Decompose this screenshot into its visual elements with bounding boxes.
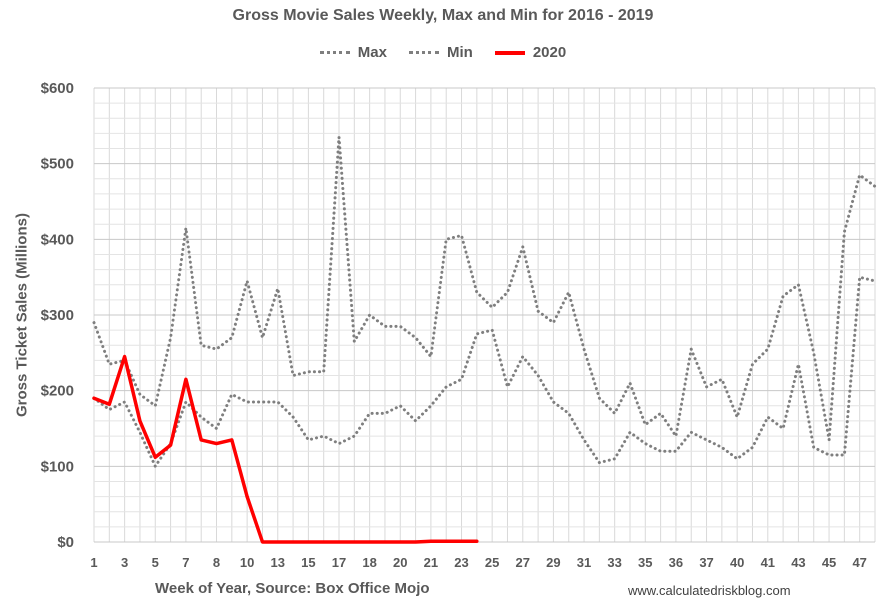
legend-label-max: Max <box>357 44 387 61</box>
y-tick-label: $600 <box>41 80 74 97</box>
series-line-max <box>92 135 877 442</box>
x-tick-label: 41 <box>761 555 775 570</box>
legend-item-2020: 2020 <box>494 44 567 61</box>
x-tick-label: 1 <box>90 555 97 570</box>
legend-label-2020: 2020 <box>532 44 567 61</box>
x-tick-label: 43 <box>791 555 805 570</box>
x-tick-label: 7 <box>182 555 189 570</box>
chart-title: Gross Movie Sales Weekly, Max and Min fo… <box>232 7 654 24</box>
y-tick-label: $200 <box>41 383 74 400</box>
series-line-2020 <box>92 354 479 544</box>
x-tick-label: 21 <box>424 555 438 570</box>
legend-label-min: Min <box>446 44 473 61</box>
x-tick-label: 20 <box>393 555 407 570</box>
x-tick-label: 10 <box>240 555 254 570</box>
x-tick-label: 37 <box>699 555 713 570</box>
series-line-min <box>92 275 877 468</box>
y-tick-label: $400 <box>41 231 74 248</box>
y-tick-label: $300 <box>41 307 74 324</box>
legend: Max Min 2020 <box>0 44 886 61</box>
x-tick-label: 5 <box>152 555 159 570</box>
legend-swatch-2020 <box>494 50 525 55</box>
legend-item-max: Max <box>319 44 387 61</box>
x-tick-label: 35 <box>638 555 652 570</box>
x-axis-title: Week of Year, Source: Box Office Mojo <box>155 580 430 597</box>
legend-item-min: Min <box>408 44 473 61</box>
x-tick-label: 18 <box>362 555 376 570</box>
x-tick-label: 15 <box>301 555 315 570</box>
x-tick-label: 25 <box>485 555 499 570</box>
x-tick-label: 36 <box>669 555 683 570</box>
x-tick-label: 45 <box>822 555 836 570</box>
x-tick-label: 47 <box>852 555 866 570</box>
x-tick-label: 8 <box>213 555 220 570</box>
x-tick-label: 29 <box>546 555 560 570</box>
x-tick-label: 23 <box>454 555 468 570</box>
x-tick-label: 40 <box>730 555 744 570</box>
x-tick-label: 27 <box>516 555 530 570</box>
x-tick-label: 33 <box>607 555 621 570</box>
legend-swatch-min <box>408 51 439 54</box>
source-credit: www.calculatedriskblog.com <box>628 583 791 598</box>
x-tick-label: 13 <box>271 555 285 570</box>
legend-swatch-max <box>319 51 350 54</box>
x-tick-label: 17 <box>332 555 346 570</box>
x-tick-label: 31 <box>577 555 591 570</box>
y-tick-label: $100 <box>41 458 74 475</box>
y-tick-label: $0 <box>57 534 74 551</box>
y-tick-label: $500 <box>41 156 74 173</box>
x-tick-label: 3 <box>121 555 128 570</box>
